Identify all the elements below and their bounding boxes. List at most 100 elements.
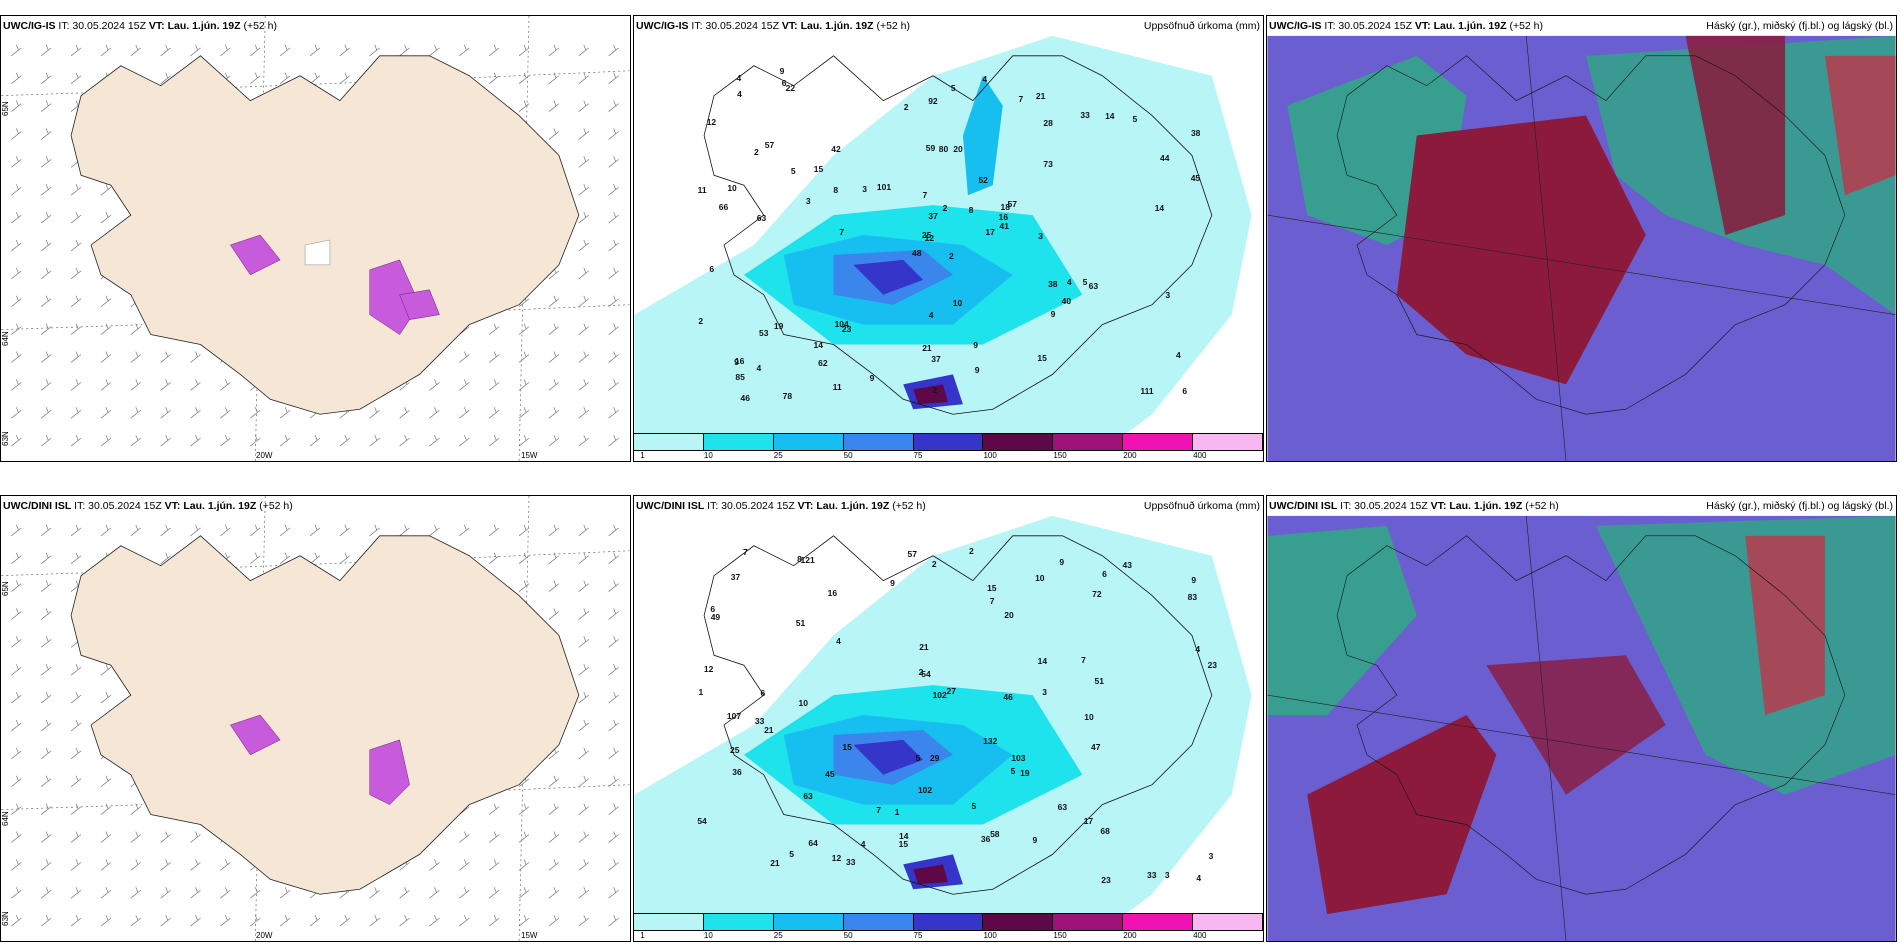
wind-barb <box>70 379 82 391</box>
wind-barb <box>130 44 142 57</box>
precip-value-label: 9 <box>1050 309 1056 320</box>
precip-value-label: 37 <box>931 353 941 364</box>
precip-value-label: 2 <box>932 385 938 396</box>
wind-barb <box>518 323 530 335</box>
wind-barb <box>429 859 440 871</box>
wind-barb <box>608 859 619 871</box>
precip-value-label: 11 <box>697 184 707 195</box>
precip-value-label: 104 <box>834 318 849 329</box>
precip-value-label: 14 <box>1105 111 1115 122</box>
wind-barb <box>130 407 142 419</box>
wind-barb <box>429 524 440 537</box>
precip-value-label: 4 <box>1066 276 1072 287</box>
precip-value-label: 51 <box>1094 675 1104 686</box>
wind-barb <box>250 914 261 927</box>
precip-value-label: 12 <box>831 853 842 864</box>
precip-value-label: 44 <box>1160 153 1170 164</box>
wind-barb <box>220 407 231 419</box>
wind-barb <box>160 914 171 927</box>
wind-barb <box>608 407 619 419</box>
wind-barb <box>548 831 560 843</box>
wind-barb <box>489 552 500 564</box>
wind-barb <box>578 267 589 280</box>
wind-barb <box>279 407 291 419</box>
colorbar-label: 100 <box>983 451 997 460</box>
wind-barb <box>160 831 171 843</box>
wind-barb <box>160 887 171 899</box>
lat-label: 63N <box>1 911 10 926</box>
wind-barb <box>100 295 112 307</box>
cloud-map <box>1267 515 1896 941</box>
wind-barb <box>578 295 589 307</box>
cloud-title: Háský (gr.), miðský (fj.bl.) og lágský (… <box>1706 20 1893 32</box>
colorbar-swatch <box>1053 434 1124 450</box>
precip-value-label: 5 <box>789 849 794 860</box>
wind-barb <box>429 379 440 391</box>
colorbar-swatch <box>843 434 914 450</box>
wind-barb <box>279 72 291 84</box>
precip-value-label: 18 <box>1000 201 1010 212</box>
precip-value-label: 107 <box>726 711 742 722</box>
precip-value-label: 36 <box>732 766 742 777</box>
precip-value-label: 9 <box>734 356 739 367</box>
wind-barb <box>190 859 201 871</box>
colorbar-label: 400 <box>1193 931 1207 940</box>
wind-barb <box>578 691 589 704</box>
wind-barb <box>548 552 560 564</box>
precip-value-label: 3 <box>1164 870 1170 881</box>
wind-panel-top: UWC/IG-IS IT: 30.05.2024 15Z VT: Lau. 1.… <box>0 15 631 462</box>
precip-value-label: 10 <box>952 297 963 308</box>
wind-barb <box>518 44 530 57</box>
wind-barb <box>309 552 321 564</box>
wind-barb <box>399 524 410 537</box>
precip-value-label: 54 <box>921 668 931 679</box>
precip-value-label: 102 <box>932 689 947 700</box>
precip-value-label: 68 <box>1100 825 1110 836</box>
wind-barb <box>11 379 22 391</box>
wind-barb <box>578 44 589 57</box>
wind-barb <box>100 524 112 537</box>
wind-barb <box>279 44 291 57</box>
wind-barb <box>70 351 82 363</box>
wind-barb <box>548 608 560 620</box>
precip-value-label: 63 <box>1057 801 1068 812</box>
lat-label: 65N <box>1 101 10 116</box>
precip-value-label: 10 <box>1084 712 1094 723</box>
precip-value-label: 73 <box>1043 158 1053 169</box>
wind-barb <box>130 803 142 815</box>
precip-value-label: 23 <box>841 323 852 334</box>
colorbar-swatch <box>634 434 704 450</box>
precip-value-label: 59 <box>925 142 936 153</box>
precip-value-label: 1 <box>698 687 704 698</box>
panel-title: UWC/IG-IS IT: 30.05.2024 15Z VT: Lau. 1.… <box>3 20 278 32</box>
precip-title: Uppsöfnuð úrkoma (mm) <box>1143 500 1260 512</box>
precip-value-label: 4 <box>1195 643 1201 654</box>
precip-value-label: 4 <box>982 73 988 84</box>
precip-map <box>634 515 1252 925</box>
wind-barb <box>70 211 82 224</box>
precip-value-label: 15 <box>987 582 997 593</box>
precip-value-label: 66 <box>718 202 729 213</box>
precip-value-label: 7 <box>876 804 882 815</box>
colorbar-swatch <box>703 434 774 450</box>
wind-barb <box>160 859 171 871</box>
wind-barb <box>160 351 171 363</box>
wind-barb <box>11 691 22 704</box>
lon-label: 20W <box>256 931 273 940</box>
precip-value-label: 33 <box>1147 870 1157 881</box>
lat-label: 64N <box>1 331 10 346</box>
wind-barb <box>70 914 82 927</box>
wind-barb <box>608 691 619 704</box>
precip-value-label: 63 <box>756 212 767 223</box>
precip-value-label: 72 <box>1092 588 1102 599</box>
lat-label: 64N <box>1 811 10 826</box>
precip-value-label: 83 <box>1187 592 1198 603</box>
wind-barb <box>608 323 619 335</box>
precip-value-label: 27 <box>946 685 957 696</box>
precip-value-label: 47 <box>1091 741 1101 752</box>
colorbar-label: 400 <box>1193 451 1207 460</box>
wind-barb <box>70 407 82 419</box>
wind-barb <box>11 524 22 537</box>
wind-barb <box>608 775 619 787</box>
wind-barb <box>70 664 82 676</box>
